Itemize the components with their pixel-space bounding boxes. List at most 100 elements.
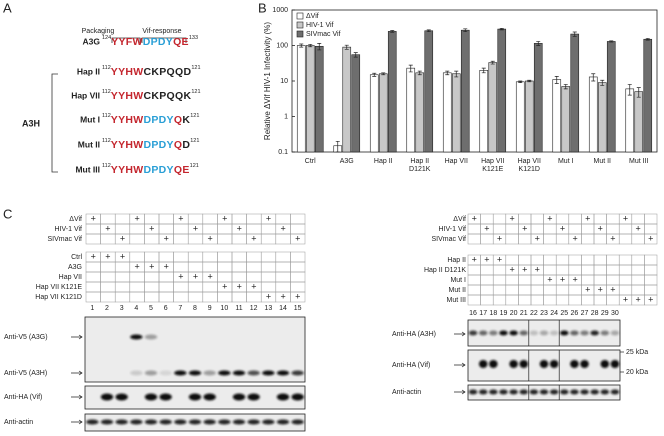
bar bbox=[625, 88, 635, 153]
plus-mark: + bbox=[535, 233, 540, 243]
plus-mark: + bbox=[522, 223, 527, 233]
lane-number: 17 bbox=[479, 310, 487, 317]
table-cell bbox=[129, 281, 145, 293]
blot-label: Anti-actin bbox=[392, 389, 421, 396]
bar bbox=[570, 33, 580, 153]
band bbox=[188, 393, 202, 401]
sequence-segment: DPDY bbox=[143, 114, 173, 126]
x-tick-label: Hap VII K121E bbox=[481, 158, 505, 173]
bar bbox=[296, 45, 306, 153]
band bbox=[218, 370, 231, 376]
table-cell bbox=[158, 291, 174, 303]
band bbox=[232, 370, 246, 376]
table-cell bbox=[202, 281, 218, 293]
bar bbox=[442, 72, 452, 153]
table-cell bbox=[644, 254, 658, 266]
table-cell bbox=[246, 261, 262, 273]
band bbox=[539, 330, 549, 336]
sequence-end: 121 bbox=[190, 138, 199, 144]
y-tick-label: 10 bbox=[280, 78, 288, 85]
bar bbox=[479, 70, 489, 153]
error-bar bbox=[627, 84, 632, 96]
blot-label: Anti-V5 (A3H) bbox=[4, 370, 47, 377]
band bbox=[529, 330, 539, 336]
table-cell bbox=[543, 254, 557, 266]
band bbox=[478, 389, 488, 395]
table-cell bbox=[100, 291, 116, 303]
band bbox=[159, 393, 172, 401]
table-cell bbox=[202, 251, 218, 263]
bar bbox=[305, 45, 315, 153]
sequence-segment: YYHW bbox=[111, 90, 144, 102]
bar bbox=[497, 28, 507, 153]
table-cell bbox=[100, 233, 116, 245]
sequence-segment: YYHW bbox=[111, 139, 144, 151]
table-cell bbox=[173, 251, 189, 263]
table-cell bbox=[505, 274, 519, 286]
error-bar bbox=[645, 38, 650, 41]
table-cell bbox=[467, 284, 481, 296]
sequence-segment: YYHW bbox=[111, 164, 144, 176]
table-cell bbox=[100, 281, 116, 293]
band bbox=[610, 330, 620, 336]
table-cell bbox=[492, 294, 507, 306]
table-cell bbox=[129, 223, 145, 235]
error-bar bbox=[554, 76, 559, 84]
row-label: Hap VII bbox=[59, 274, 82, 281]
band bbox=[115, 393, 128, 401]
band bbox=[499, 389, 508, 395]
table-cell bbox=[290, 261, 306, 273]
table-cell bbox=[275, 233, 291, 245]
plus-mark: + bbox=[251, 281, 256, 291]
error-bar bbox=[317, 42, 322, 51]
band bbox=[580, 360, 589, 368]
table-cell bbox=[85, 223, 101, 235]
table-cell bbox=[290, 213, 306, 225]
bar bbox=[524, 80, 534, 153]
sequence: 124YYFWDPDYQE133 bbox=[102, 35, 198, 47]
plus-mark: + bbox=[635, 223, 640, 233]
sequence-segment: Q bbox=[174, 139, 182, 151]
bar bbox=[643, 38, 653, 153]
lane-number: 30 bbox=[611, 310, 619, 317]
sequence-start: 112 bbox=[102, 138, 111, 144]
bar bbox=[488, 62, 498, 153]
table-cell bbox=[518, 233, 532, 245]
band bbox=[509, 360, 518, 368]
row-label: SIVmac Vif bbox=[48, 236, 83, 243]
x-tick-label: Ctrl bbox=[304, 158, 316, 165]
table-cell bbox=[275, 261, 291, 273]
row-label: Mut III bbox=[447, 297, 467, 304]
table-cell bbox=[290, 233, 306, 245]
error-bar bbox=[490, 60, 495, 65]
table-cell bbox=[618, 274, 633, 286]
bar bbox=[561, 86, 571, 153]
table-cell bbox=[158, 281, 174, 293]
sequence: 112YYHWDPDYQD121 bbox=[102, 138, 199, 150]
table-cell bbox=[505, 233, 519, 245]
plus-mark: + bbox=[497, 254, 502, 264]
error-bar bbox=[372, 72, 377, 77]
table-cell bbox=[467, 274, 481, 286]
arrow bbox=[71, 370, 83, 376]
lane-number: 29 bbox=[601, 310, 609, 317]
sequence-start: 112 bbox=[102, 113, 111, 119]
band bbox=[610, 389, 620, 395]
plus-mark: + bbox=[598, 223, 603, 233]
sequence-segment: DPDY bbox=[143, 36, 173, 48]
sequence-segment: YYFW bbox=[111, 36, 143, 48]
band bbox=[570, 360, 579, 368]
sequence-segment: QE bbox=[173, 36, 189, 48]
table-cell bbox=[85, 291, 101, 303]
table-cell bbox=[275, 271, 291, 283]
table-cell bbox=[631, 264, 645, 276]
band bbox=[86, 419, 99, 425]
table-cell bbox=[260, 271, 277, 283]
table-cell bbox=[555, 254, 570, 266]
error-bar bbox=[518, 80, 523, 83]
table-cell bbox=[480, 233, 494, 245]
table-cell bbox=[530, 213, 544, 225]
error-bar bbox=[335, 140, 340, 153]
table-cell bbox=[467, 264, 481, 276]
